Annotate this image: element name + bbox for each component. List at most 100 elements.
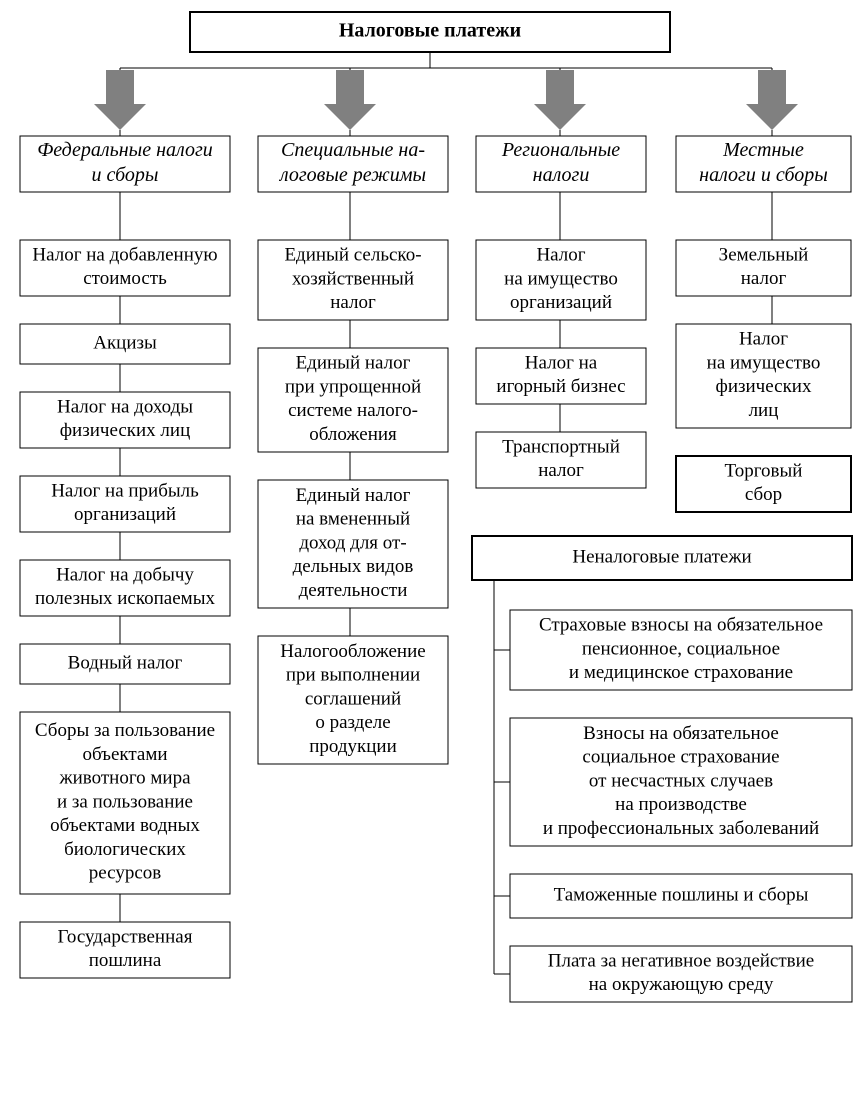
svg-text:Страховые взносы на обязательн: Страховые взносы на обязательное: [539, 615, 823, 636]
svg-text:Торговый: Торговый: [725, 460, 803, 481]
col0-item-6: Сборы за пользование объектами животного м…: [20, 712, 230, 894]
svg-text:налоги: налоги: [533, 164, 590, 186]
svg-text:Таможенные пошлины и сборы: Таможенные пошлины и сборы: [554, 884, 809, 905]
svg-text:системе налого-: системе налого-: [288, 400, 418, 421]
svg-text:биологических: биологических: [64, 839, 186, 860]
svg-text:от несчастных случаев: от несчастных случаев: [589, 770, 773, 791]
svg-text:Налог на доходы: Налог на доходы: [57, 396, 193, 417]
svg-text:Налог на добавленную: Налог на добавленную: [32, 244, 217, 265]
svg-text:Налог на: Налог на: [525, 352, 598, 373]
svg-text:продукции: продукции: [309, 736, 397, 757]
col1-item-3: Налогообложение при выполнениисоглашений о…: [258, 636, 448, 764]
root-box: Налоговые платежи: [190, 12, 670, 52]
svg-text:стоимость: стоимость: [83, 268, 167, 289]
col1-item-2: Единый налог на вмененныйдоход для от-дел…: [258, 480, 448, 608]
col1-item-0: Единый сельско-хозяйственный налог: [258, 240, 448, 320]
svg-text:налог: налог: [538, 460, 584, 481]
svg-text:Местные: Местные: [722, 139, 804, 161]
svg-text:Налоговые платежи: Налоговые платежи: [339, 20, 521, 42]
down-arrow-icon: [746, 70, 798, 130]
svg-text:Единый налог: Единый налог: [296, 353, 411, 374]
svg-text:на вмененный: на вмененный: [296, 509, 410, 530]
svg-text:на окружающую среду: на окружающую среду: [589, 974, 774, 995]
svg-text:игорный бизнес: игорный бизнес: [496, 376, 625, 397]
svg-text:Федеральные налоги: Федеральные налоги: [37, 139, 213, 161]
svg-text:Налог на прибыль: Налог на прибыль: [51, 480, 199, 501]
svg-text:Земельный: Земельный: [719, 244, 809, 265]
svg-text:при упрощенной: при упрощенной: [285, 376, 421, 397]
col0-item-7: Государственнаяпошлина: [20, 922, 230, 978]
svg-text:и профессиональных заболеваний: и профессиональных заболеваний: [543, 818, 819, 839]
svg-text:социальное страхование: социальное страхование: [582, 747, 779, 768]
svg-text:на производстве: на производстве: [615, 794, 747, 815]
col3-item-2: Торговый сбор: [676, 456, 851, 512]
nontax-item-1: Взносы на обязательное социальное страхов…: [510, 718, 852, 846]
svg-text:пенсионное, социальное: пенсионное, социальное: [582, 638, 780, 659]
svg-text:Государственная: Государственная: [58, 926, 193, 947]
nontax-item-2: Таможенные пошлины и сборы: [510, 874, 852, 918]
column-header-1: Специальные на-логовые режимы: [258, 136, 448, 192]
svg-text:Сборы за пользование: Сборы за пользование: [35, 720, 215, 741]
svg-text:Налог: Налог: [739, 329, 788, 350]
svg-text:и за пользование: и за пользование: [57, 791, 193, 812]
svg-text:Водный налог: Водный налог: [68, 652, 183, 673]
down-arrow-icon: [534, 70, 586, 130]
col3-item-0: Земельный налог: [676, 240, 851, 296]
col0-item-2: Налог на доходы физических лиц: [20, 392, 230, 448]
svg-text:при выполнении: при выполнении: [286, 665, 420, 686]
svg-text:Плата за негативное воздействи: Плата за негативное воздействие: [548, 950, 815, 971]
svg-text:физических лиц: физических лиц: [60, 420, 191, 441]
svg-text:логовые режимы: логовые режимы: [279, 164, 426, 186]
svg-text:Единый налог: Единый налог: [296, 485, 411, 506]
svg-text:объектами: объектами: [82, 744, 167, 765]
svg-text:деятельности: деятельности: [299, 580, 408, 601]
svg-text:животного мира: животного мира: [58, 768, 191, 789]
col0-item-0: Налог на добавленную стоимость: [20, 240, 230, 296]
svg-text:Неналоговые платежи: Неналоговые платежи: [572, 546, 751, 567]
svg-text:и медицинское страхование: и медицинское страхование: [569, 662, 793, 683]
svg-text:ресурсов: ресурсов: [89, 863, 162, 884]
svg-text:организаций: организаций: [74, 504, 176, 525]
col1-item-1: Единый налогпри упрощенной системе налого…: [258, 348, 448, 452]
svg-text:Региональные: Региональные: [501, 139, 620, 161]
diagram-canvas: Налоговые платежи Федеральные налоги и сбо…: [0, 0, 864, 1110]
col3-item-1: Налогна имуществофизическихлиц: [676, 324, 851, 428]
nontax-header: Неналоговые платежи: [472, 536, 852, 580]
svg-text:сбор: сбор: [745, 484, 782, 505]
svg-text:хозяйственный: хозяйственный: [292, 268, 414, 289]
svg-text:на имущество: на имущество: [707, 352, 821, 373]
svg-text:Единый сельско-: Единый сельско-: [284, 245, 421, 266]
svg-text:Налог: Налог: [536, 245, 585, 266]
svg-text:организаций: организаций: [510, 292, 612, 313]
down-arrow-icon: [324, 70, 376, 130]
svg-text:Взносы на обязательное: Взносы на обязательное: [583, 723, 779, 744]
col2-item-2: Транспортный налог: [476, 432, 646, 488]
svg-text:налог: налог: [741, 268, 787, 289]
svg-text:полезных ископаемых: полезных ископаемых: [35, 588, 215, 609]
col0-item-5: Водный налог: [20, 644, 230, 684]
svg-text:доход для от-: доход для от-: [299, 532, 406, 553]
col0-item-4: Налог на добычу полезных ископаемых: [20, 560, 230, 616]
nontax-item-0: Страховые взносы на обязательноепенсионн…: [510, 610, 852, 690]
svg-text:Налог на добычу: Налог на добычу: [56, 564, 194, 585]
svg-text:объектами водных: объектами водных: [50, 815, 200, 836]
svg-text:налоги и сборы: налоги и сборы: [699, 164, 828, 186]
column-header-3: Местные налоги и сборы: [676, 136, 851, 192]
svg-text:дельных видов: дельных видов: [293, 556, 414, 577]
svg-text:соглашений: соглашений: [305, 688, 401, 709]
svg-text:Акцизы: Акцизы: [93, 332, 157, 353]
nontax-item-3: Плата за негативное воздействие на окружа…: [510, 946, 852, 1002]
svg-text:о разделе: о разделе: [315, 712, 390, 733]
svg-text:физических: физических: [716, 376, 812, 397]
svg-text:Специальные на-: Специальные на-: [281, 139, 425, 161]
svg-text:Налогообложение: Налогообложение: [280, 641, 425, 662]
svg-text:и сборы: и сборы: [92, 164, 159, 186]
svg-text:налог: налог: [330, 292, 376, 313]
col0-item-3: Налог на прибыль организаций: [20, 476, 230, 532]
column-header-0: Федеральные налоги и сборы: [20, 136, 230, 192]
svg-text:обложения: обложения: [309, 424, 397, 445]
svg-text:Транспортный: Транспортный: [502, 436, 620, 457]
column-header-2: Региональные налоги: [476, 136, 646, 192]
col0-item-1: Акцизы: [20, 324, 230, 364]
down-arrow-icon: [94, 70, 146, 130]
